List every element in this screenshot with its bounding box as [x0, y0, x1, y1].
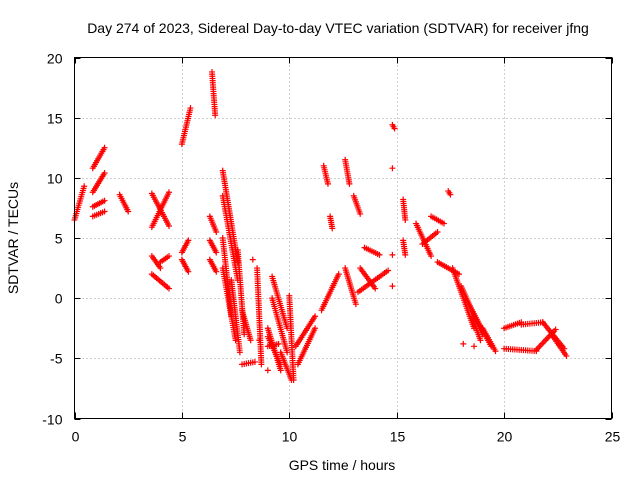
data-point [477, 337, 484, 344]
data-point [185, 268, 192, 275]
data-point [258, 361, 265, 368]
y-tick-label: 20 [47, 51, 63, 67]
axis-ticks [74, 57, 613, 420]
data-point [329, 225, 336, 232]
y-tick-label: 10 [47, 171, 63, 187]
y-axis-label: SDTVAR / TECUs [5, 182, 21, 294]
data-point [213, 228, 220, 235]
chart-title: Day 274 of 2023, Sidereal Day-to-day VTE… [87, 20, 589, 36]
data-point [440, 220, 447, 227]
data-point [247, 337, 254, 344]
x-tick-label: 10 [282, 429, 298, 445]
data-point [460, 340, 467, 347]
data-points [71, 68, 570, 383]
x-tick-label: 5 [179, 429, 187, 445]
y-tick-labels: -10 -5 0 5 10 15 20 [42, 51, 62, 428]
data-point [324, 180, 331, 187]
x-tick-label: 15 [390, 429, 406, 445]
data-point [552, 326, 559, 333]
data-point [492, 348, 499, 355]
x-tick-label: 25 [605, 429, 621, 445]
y-tick-label: 5 [55, 231, 63, 247]
x-axis-label: GPS time / hours [289, 457, 396, 473]
x-tick-labels: 0 5 10 15 20 25 [72, 429, 621, 445]
data-point [101, 208, 108, 215]
data-point [277, 367, 284, 374]
data-point [372, 285, 379, 292]
data-point [447, 191, 454, 198]
data-point [166, 253, 173, 260]
data-point [101, 197, 108, 204]
data-point [187, 105, 194, 112]
data-point [376, 251, 383, 258]
data-point [402, 216, 409, 223]
data-point [312, 325, 319, 332]
data-point [434, 228, 441, 235]
data-point [385, 267, 392, 274]
data-point [166, 222, 173, 229]
data-point [290, 376, 297, 383]
data-point [185, 237, 192, 244]
data-point [391, 125, 398, 132]
data-point [213, 249, 220, 256]
data-point [256, 337, 263, 344]
data-point [213, 268, 220, 275]
data-point [166, 189, 173, 196]
data-point [389, 283, 396, 290]
data-point [352, 301, 359, 308]
data-point [563, 352, 570, 359]
grid-lines [74, 57, 612, 419]
y-tick-label: -5 [50, 351, 63, 367]
data-point [157, 265, 164, 272]
data-point [212, 112, 219, 119]
data-point [389, 251, 396, 258]
y-tick-label: -10 [42, 412, 62, 428]
data-point [335, 271, 342, 278]
data-point [166, 285, 173, 292]
data-point [346, 180, 353, 187]
data-point [471, 343, 478, 350]
data-point [101, 144, 108, 151]
data-point [234, 259, 241, 266]
data-point [236, 349, 243, 356]
data-point [101, 170, 108, 177]
data-point [81, 183, 88, 190]
x-tick-label: 20 [497, 429, 513, 445]
data-point [251, 358, 258, 365]
y-tick-label: 15 [47, 111, 63, 127]
x-tick-label: 0 [72, 429, 80, 445]
y-tick-label: 0 [55, 291, 63, 307]
data-point [312, 313, 319, 320]
data-point [389, 165, 396, 172]
data-point [249, 256, 256, 263]
data-point [357, 210, 364, 217]
data-point [402, 251, 409, 258]
data-point [125, 208, 132, 215]
data-point [275, 340, 282, 347]
data-point [284, 349, 291, 356]
data-point [264, 367, 271, 374]
data-point [428, 253, 435, 260]
